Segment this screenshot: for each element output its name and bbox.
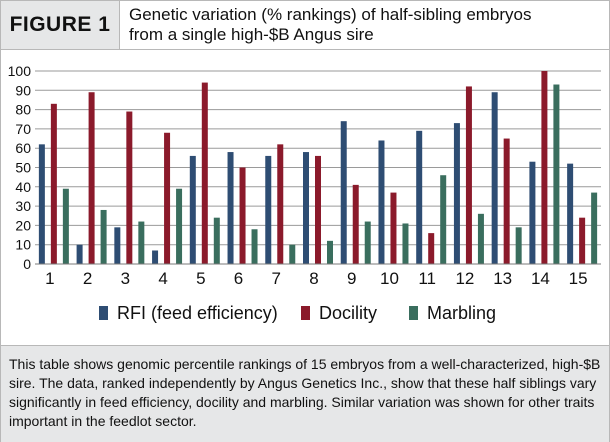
title-line-1: Genetic variation (% rankings) of half-s…: [129, 5, 532, 24]
x-tick-label: 3: [121, 269, 130, 288]
bar-docility-13: [503, 138, 510, 264]
bar-docility-8: [315, 155, 321, 264]
figure-title: Genetic variation (% rankings) of half-s…: [129, 5, 599, 45]
bar-rfi-10: [378, 140, 385, 264]
bar-rfi-5: [189, 155, 196, 264]
bar-marbling-2: [100, 209, 107, 264]
bar-rfi-7: [265, 155, 272, 264]
bar-rfi-13: [491, 92, 498, 264]
bar-rfi-12: [453, 123, 460, 264]
x-tick-label: 10: [380, 269, 399, 288]
bar-docility-4: [164, 132, 171, 264]
bar-rfi-9: [340, 121, 347, 265]
x-tick-label: 7: [272, 269, 281, 288]
y-tick-label: 20: [15, 217, 31, 233]
y-tick-label: 40: [15, 179, 31, 195]
bar-rfi-3: [114, 227, 121, 264]
bar-marbling-12: [477, 213, 484, 264]
y-tick-label: 10: [15, 237, 31, 253]
y-tick-label: 60: [15, 140, 31, 156]
bar-docility-10: [390, 192, 397, 264]
bar-docility-2: [88, 92, 95, 264]
figure-caption: This table shows genomic percentile rank…: [1, 345, 609, 442]
bar-docility-7: [277, 144, 284, 264]
bar-marbling-13: [515, 227, 522, 264]
bar-docility-3: [126, 111, 133, 264]
y-tick-label: 70: [15, 121, 31, 137]
bar-rfi-4: [152, 250, 159, 264]
y-tick-label: 80: [15, 102, 31, 118]
bar-rfi-11: [416, 130, 423, 264]
legend-swatch-marbling: [409, 306, 418, 320]
bar-rfi-8: [303, 152, 309, 264]
legend-label-docility: Docility: [319, 303, 377, 323]
bar-marbling-3: [138, 221, 145, 264]
legend-swatch-rfi: [99, 306, 108, 320]
x-tick-label: 9: [347, 269, 356, 288]
bar-docility-1: [50, 103, 57, 264]
bar-marbling-7: [289, 244, 296, 264]
x-tick-label: 4: [158, 269, 167, 288]
bar-marbling-9: [364, 221, 371, 264]
bar-rfi-6: [227, 152, 234, 264]
bar-docility-9: [352, 184, 359, 264]
legend-label-rfi: RFI (feed efficiency): [117, 303, 278, 323]
legend-label-marbling: Marbling: [427, 303, 496, 323]
figure-header: FIGURE 1 Genetic variation (% rankings) …: [1, 1, 609, 50]
x-tick-label: 11: [418, 269, 436, 288]
y-tick-label: 100: [8, 63, 32, 79]
caption-text: This table shows genomic percentile rank…: [9, 356, 601, 429]
figure-label: FIGURE 1: [1, 1, 120, 49]
x-tick-label: 12: [455, 269, 474, 288]
y-tick-label: 0: [23, 256, 31, 272]
x-tick-label: 14: [531, 269, 550, 288]
x-tick-label: 15: [569, 269, 588, 288]
bar-marbling-15: [591, 192, 598, 264]
x-tick-label: 13: [493, 269, 512, 288]
chart-area: 0 10 20 30 40 50 60 70 80 90 100 1 2 3 4 5 6 7 8 9 10 11 12 13 1…: [1, 50, 609, 344]
bar-docility-11: [428, 233, 435, 264]
bar-marbling-14: [553, 84, 560, 264]
y-tick-label: 50: [15, 160, 31, 176]
title-line-2: from a single high-$B Angus sire: [129, 25, 374, 44]
bar-rfi-2: [76, 244, 83, 264]
y-tick-label: 30: [15, 198, 31, 214]
bar-docility-15: [579, 217, 586, 264]
bar-marbling-11: [440, 175, 447, 264]
bar-rfi-1: [38, 144, 45, 264]
bar-rfi-14: [529, 161, 536, 264]
bar-docility-6: [239, 167, 246, 264]
bar-rfi-15: [567, 163, 574, 264]
bar-marbling-4: [176, 188, 183, 264]
x-tick-label: 8: [309, 269, 318, 288]
x-tick-label: 6: [234, 269, 243, 288]
bar-docility-14: [541, 71, 548, 264]
bar-marbling-8: [327, 240, 333, 264]
x-tick-label: 1: [45, 269, 54, 288]
bar-docility-5: [201, 82, 208, 264]
bar-marbling-10: [402, 223, 409, 264]
legend-swatch-docility: [301, 306, 310, 320]
bar-marbling-5: [213, 217, 220, 264]
bar-marbling-1: [62, 188, 69, 264]
bar-docility-12: [465, 86, 472, 264]
x-tick-label: 2: [83, 269, 92, 288]
bar-marbling-6: [251, 229, 258, 264]
x-tick-label: 5: [196, 269, 205, 288]
y-tick-label: 90: [15, 82, 31, 98]
